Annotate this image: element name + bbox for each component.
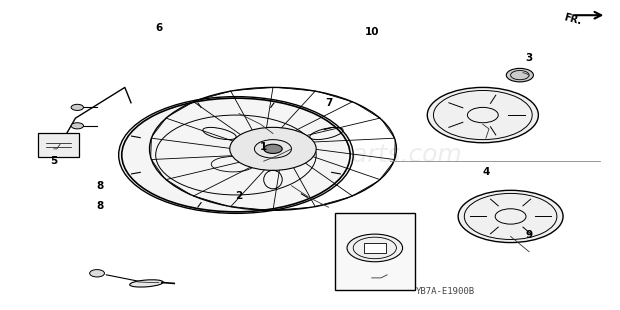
Text: 8: 8 xyxy=(97,181,104,191)
Text: 4: 4 xyxy=(482,167,490,177)
FancyBboxPatch shape xyxy=(335,213,415,290)
Circle shape xyxy=(118,97,353,213)
Text: eReplacementParts.com: eReplacementParts.com xyxy=(157,143,463,167)
Text: 5: 5 xyxy=(50,156,58,166)
Text: 9: 9 xyxy=(526,230,533,240)
Text: FR.: FR. xyxy=(563,13,583,27)
Circle shape xyxy=(230,127,316,170)
Ellipse shape xyxy=(130,280,163,287)
FancyBboxPatch shape xyxy=(38,134,79,157)
Circle shape xyxy=(71,104,84,110)
Circle shape xyxy=(71,123,84,129)
Text: 6: 6 xyxy=(155,23,162,33)
Circle shape xyxy=(264,144,282,153)
FancyBboxPatch shape xyxy=(364,243,386,253)
Text: YB7A-E1900B: YB7A-E1900B xyxy=(416,287,476,296)
Circle shape xyxy=(90,270,104,277)
Text: 1: 1 xyxy=(260,142,267,152)
Circle shape xyxy=(458,190,563,242)
Text: 8: 8 xyxy=(97,201,104,211)
Circle shape xyxy=(427,87,538,143)
Circle shape xyxy=(347,234,402,262)
Text: 7: 7 xyxy=(325,98,332,108)
Text: 3: 3 xyxy=(526,53,533,63)
Text: 2: 2 xyxy=(236,192,242,202)
Text: 10: 10 xyxy=(365,27,379,37)
Circle shape xyxy=(507,69,533,82)
